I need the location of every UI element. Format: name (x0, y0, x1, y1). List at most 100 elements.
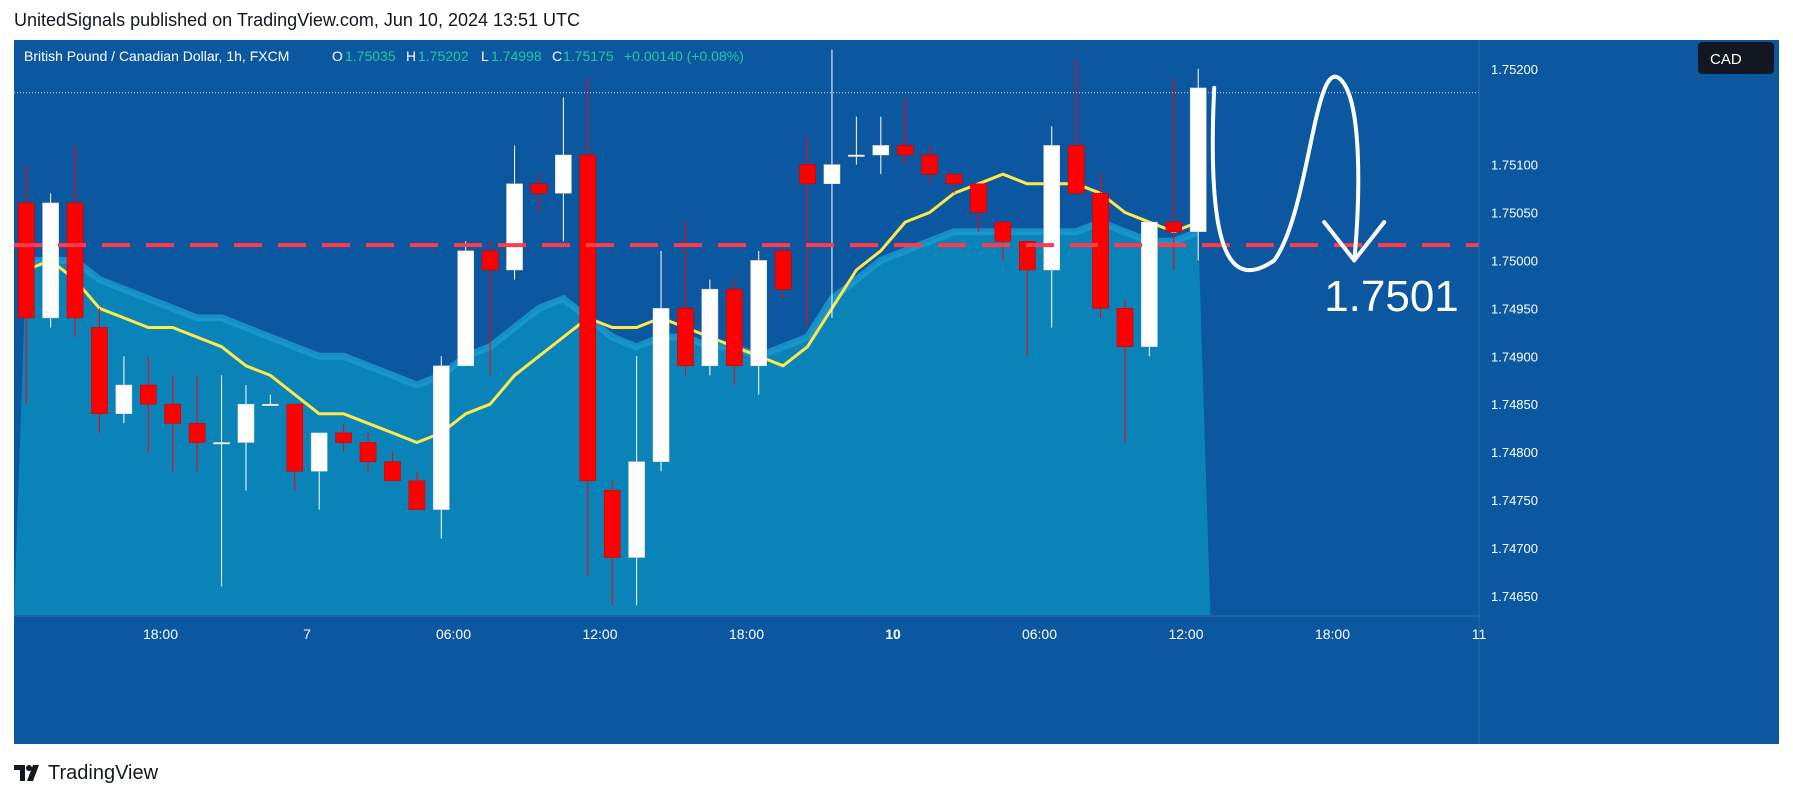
candle-body (555, 154, 572, 194)
candle[interactable] (872, 116, 890, 175)
candle-body (701, 288, 719, 367)
candle[interactable] (42, 193, 59, 328)
candle[interactable] (896, 97, 914, 165)
x-tick-label: 18:00 (729, 626, 764, 642)
candle[interactable] (1067, 59, 1085, 194)
candle[interactable] (432, 356, 450, 539)
candle[interactable] (481, 241, 499, 376)
candle[interactable] (1189, 68, 1207, 261)
candle[interactable] (774, 241, 792, 299)
candle[interactable] (1018, 241, 1036, 357)
candle[interactable] (1116, 298, 1134, 443)
currency-button-label[interactable]: CAD (1710, 51, 1742, 68)
candle[interactable] (701, 279, 719, 376)
candle[interactable] (17, 164, 35, 405)
candle[interactable] (799, 135, 816, 328)
candle-body (725, 288, 743, 367)
y-tick-label: 1.75200 (1491, 62, 1538, 77)
candle-body (750, 260, 768, 367)
x-tick-label: 18:00 (143, 626, 178, 642)
legend: British Pound / Canadian Dollar, 1h, FXC… (24, 48, 744, 64)
x-tick-label: 12:00 (1168, 626, 1203, 642)
candle-body (970, 183, 987, 213)
target-annotation-text: 1.7501 (1324, 272, 1459, 321)
candle-body (823, 164, 841, 185)
candle[interactable] (848, 116, 865, 165)
candle[interactable] (384, 452, 401, 482)
candle-body (335, 432, 352, 443)
candle[interactable] (310, 432, 328, 510)
candle[interactable] (115, 356, 133, 424)
legend-change: +0.00140 (+0.08%) (624, 48, 744, 64)
candle[interactable] (750, 250, 768, 395)
candle[interactable] (603, 480, 621, 606)
candle[interactable] (262, 394, 279, 406)
candle[interactable] (652, 250, 670, 472)
candle[interactable] (1092, 174, 1109, 318)
candle[interactable] (530, 174, 548, 213)
legend-symbol: British Pound / Canadian Dollar, 1h, FXC… (24, 48, 289, 64)
candle[interactable] (139, 356, 157, 453)
candle[interactable] (237, 385, 255, 491)
candle[interactable] (1141, 221, 1158, 357)
candle[interactable] (286, 403, 304, 491)
candle[interactable] (66, 145, 84, 338)
candle-body (652, 308, 670, 462)
candle-body (579, 154, 597, 482)
candle[interactable] (457, 241, 475, 367)
candle[interactable] (921, 145, 938, 184)
candle-body (139, 384, 157, 405)
candle[interactable] (1043, 126, 1061, 328)
tradingview-logo-icon (14, 765, 39, 781)
candle[interactable] (408, 471, 426, 510)
candle-body (164, 403, 182, 424)
ema-layer (25, 172, 1199, 444)
y-tick-label: 1.74700 (1491, 541, 1538, 556)
candle-body (1141, 221, 1158, 347)
area-fill (14, 222, 1211, 615)
legend-open-label: O (332, 48, 343, 64)
currency-button[interactable]: CAD (1698, 42, 1774, 74)
x-tick-label: 11 (1472, 626, 1487, 642)
candle-body (213, 442, 230, 445)
candle-body (115, 384, 133, 414)
candle-layer[interactable] (17, 49, 1207, 606)
candle-body (530, 183, 548, 194)
candle[interactable] (188, 375, 206, 472)
candle[interactable] (725, 279, 743, 385)
candle-body (408, 480, 426, 510)
candle[interactable] (1165, 78, 1183, 270)
candle-body (237, 403, 255, 443)
y-tick-label: 1.75050 (1491, 206, 1538, 221)
candle[interactable] (335, 423, 352, 453)
candle[interactable] (994, 221, 1012, 261)
tradingview-logo[interactable]: TradingView (14, 760, 158, 786)
candle[interactable] (945, 173, 963, 194)
candle[interactable] (164, 375, 182, 472)
candle[interactable] (555, 97, 572, 242)
legend-low-label: L (481, 48, 489, 64)
candle[interactable] (823, 49, 841, 318)
y-tick-label: 1.75100 (1491, 158, 1538, 173)
candle-body (628, 461, 645, 558)
ema-line (25, 172, 1199, 444)
x-tick-label: 10 (885, 626, 901, 642)
candle-body (1189, 87, 1207, 232)
candlestick-chart[interactable]: 1.7517508:541.75016 1.752001.751001.7505… (14, 40, 1779, 744)
legend-low-value: 1.74998 (491, 48, 542, 64)
candle[interactable] (506, 145, 523, 280)
candle-body (1092, 193, 1109, 309)
candle[interactable] (91, 308, 108, 433)
candle[interactable] (628, 356, 645, 606)
currency-button-bg[interactable] (1698, 42, 1774, 74)
candle[interactable] (970, 183, 987, 232)
candle[interactable] (359, 432, 377, 472)
candle[interactable] (579, 78, 597, 577)
candle-body (457, 250, 475, 367)
candle[interactable] (677, 222, 694, 376)
x-tick-label: 18:00 (1315, 626, 1350, 642)
price-axis-bg (1479, 40, 1779, 744)
candle-body (286, 403, 304, 472)
candle[interactable] (213, 375, 230, 587)
candle-body (506, 183, 523, 271)
